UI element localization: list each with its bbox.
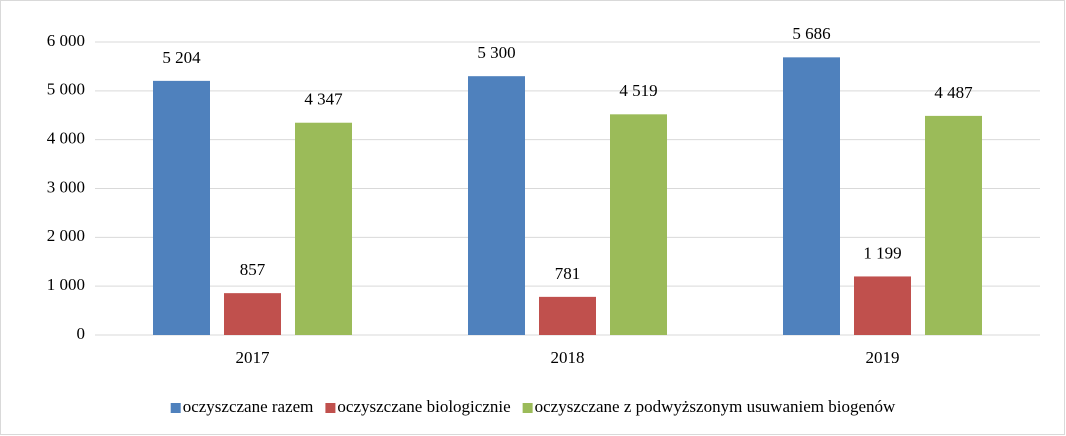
legend-label: oczyszczane z podwyższonym usuwaniem bio… bbox=[535, 397, 896, 416]
legend-swatch bbox=[325, 403, 336, 413]
value-label: 5 204 bbox=[162, 48, 201, 67]
y-tick-label: 6 000 bbox=[47, 31, 85, 50]
bar bbox=[295, 122, 352, 335]
x-tick-label: 2019 bbox=[866, 348, 900, 367]
y-tick-label: 1 000 bbox=[47, 275, 85, 294]
y-tick-label: 0 bbox=[77, 324, 86, 343]
y-tick-label: 2 000 bbox=[47, 226, 85, 245]
value-label: 5 686 bbox=[792, 24, 830, 43]
bar bbox=[783, 57, 840, 335]
bar bbox=[153, 80, 210, 335]
bar bbox=[468, 76, 525, 335]
value-label: 857 bbox=[240, 260, 266, 279]
legend-swatch bbox=[522, 403, 533, 413]
legend: oczyszczane razem oczyszczane biologiczni… bbox=[170, 397, 896, 416]
y-tick-label: 4 000 bbox=[47, 129, 85, 148]
legend-swatch bbox=[170, 403, 181, 413]
x-tick-label: 2018 bbox=[551, 348, 585, 367]
bar bbox=[925, 115, 982, 336]
value-label: 5 300 bbox=[477, 43, 515, 62]
legend-label: oczyszczane razem bbox=[183, 397, 314, 416]
value-label: 781 bbox=[555, 264, 581, 283]
value-label: 4 487 bbox=[934, 83, 973, 102]
bar bbox=[539, 296, 596, 335]
legend-label: oczyszczane biologicznie bbox=[337, 397, 510, 416]
x-tick-label: 2017 bbox=[236, 348, 271, 367]
value-label: 4 519 bbox=[619, 81, 657, 100]
y-tick-label: 5 000 bbox=[47, 80, 85, 99]
value-label: 4 347 bbox=[304, 90, 343, 109]
bar bbox=[610, 114, 667, 335]
bar bbox=[224, 293, 281, 335]
y-tick-label: 3 000 bbox=[47, 177, 85, 196]
bar bbox=[854, 276, 911, 335]
value-label: 1 199 bbox=[863, 243, 901, 262]
